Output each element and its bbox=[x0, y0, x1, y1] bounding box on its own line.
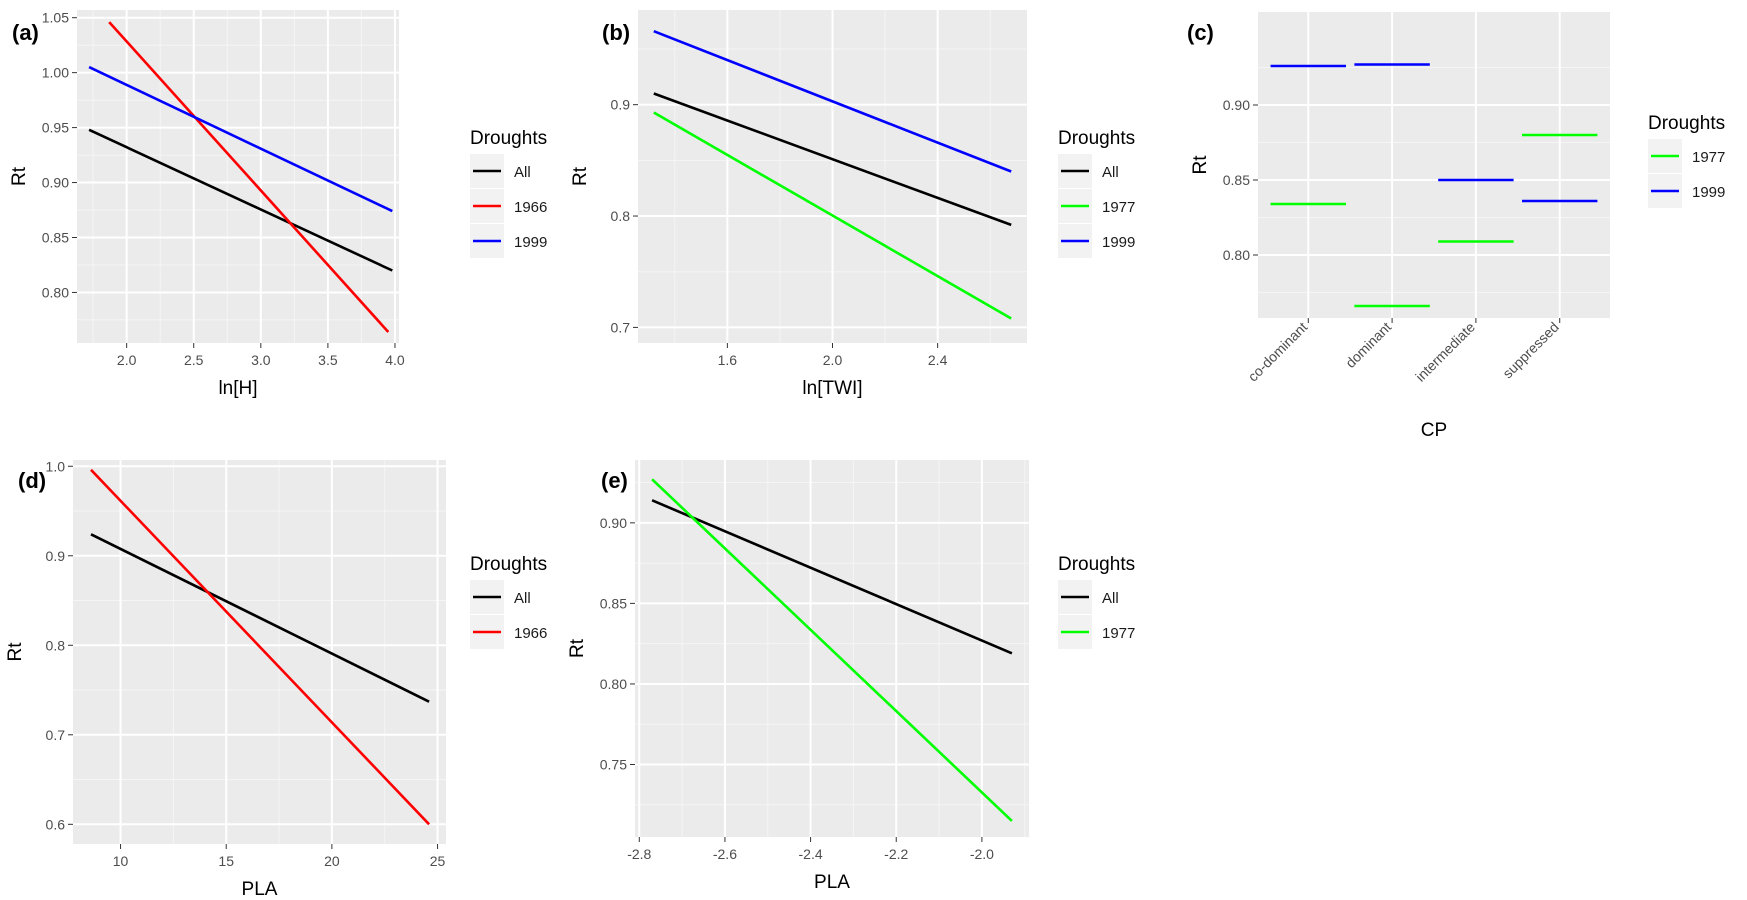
y-tick-label: 0.95 bbox=[42, 120, 69, 136]
y-tick-label: 0.85 bbox=[42, 229, 69, 245]
y-tick-label: 0.80 bbox=[600, 676, 627, 692]
y-tick-label: 0.85 bbox=[1223, 172, 1250, 188]
y-tick-label: 0.80 bbox=[1223, 247, 1250, 263]
panel-label: (d) bbox=[18, 468, 46, 493]
x-tick-label: 20 bbox=[324, 853, 340, 869]
panel-background bbox=[73, 460, 446, 844]
x-tick-label: 2.0 bbox=[823, 352, 843, 368]
y-tick-label: 0.7 bbox=[46, 727, 66, 743]
legend-label: 1999 bbox=[1692, 184, 1725, 201]
series-line bbox=[108, 21, 390, 333]
x-tick-label: -2.4 bbox=[799, 846, 823, 862]
y-axis-title: Rt bbox=[5, 642, 26, 662]
x-tick-label: 3.5 bbox=[318, 352, 338, 368]
y-tick-label: 0.7 bbox=[611, 319, 631, 335]
panel-background bbox=[77, 10, 399, 343]
x-tick-label: 2.5 bbox=[184, 352, 204, 368]
legend-label: 1977 bbox=[1102, 625, 1135, 642]
x-tick-label: 2.0 bbox=[117, 352, 137, 368]
chart-panel-3: 0.80 0.85 0.90 co-dominant dominant intermedi… bbox=[1187, 12, 1725, 441]
y-tick-label: 0.75 bbox=[600, 757, 627, 773]
y-tick-label: 1.00 bbox=[42, 65, 69, 81]
panel-label: (a) bbox=[12, 20, 39, 45]
x-axis-title: PLA bbox=[242, 879, 278, 900]
legend-title: Droughts bbox=[470, 128, 547, 149]
x-tick-label: 4.0 bbox=[385, 352, 405, 368]
series-line bbox=[90, 533, 430, 703]
y-tick-label: 0.8 bbox=[611, 208, 631, 224]
chart-panel-4: 0.6 0.7 0.8 0.9 1.0 10 15 20 25 PLA Rt (d) Droughts A… bbox=[5, 458, 547, 900]
legend: Droughts All 1966 bbox=[470, 554, 547, 649]
x-tick-label: 10 bbox=[113, 853, 129, 869]
x-tick-label: -2.0 bbox=[970, 846, 994, 862]
y-tick-label: 1.0 bbox=[46, 458, 66, 474]
x-axis-title: ln[H] bbox=[218, 378, 257, 399]
legend-label: All bbox=[1102, 164, 1119, 181]
panel-label: (e) bbox=[601, 468, 628, 493]
x-tick-label: co-dominant bbox=[1245, 319, 1311, 385]
legend: Droughts 1977 1999 bbox=[1648, 113, 1725, 208]
series-line bbox=[88, 128, 393, 272]
chart-panel-1: 0.80 0.85 0.90 0.95 1.00 1.05 2.0 2.5 3.0 3.5 4.0 l… bbox=[9, 10, 547, 399]
x-tick-label: suppressed bbox=[1499, 319, 1562, 382]
panel-background bbox=[1258, 12, 1610, 318]
legend-label: All bbox=[514, 590, 531, 607]
y-tick-label: 0.80 bbox=[42, 284, 69, 300]
y-axis-title: Rt bbox=[1190, 155, 1211, 175]
legend-label: 1966 bbox=[514, 625, 547, 642]
y-tick-label: 0.6 bbox=[46, 816, 66, 832]
y-tick-label: 1.05 bbox=[42, 10, 69, 26]
x-tick-label: 15 bbox=[218, 853, 234, 869]
x-axis-title: CP bbox=[1421, 420, 1447, 441]
legend-label: 1966 bbox=[514, 199, 547, 216]
legend-title: Droughts bbox=[470, 554, 547, 575]
x-tick-label: -2.8 bbox=[627, 846, 651, 862]
legend-label: 1977 bbox=[1102, 199, 1135, 216]
y-tick-label: 0.90 bbox=[1223, 97, 1250, 113]
legend-label: 1999 bbox=[514, 234, 547, 251]
y-tick-label: 0.8 bbox=[46, 637, 66, 653]
series-line bbox=[651, 499, 1013, 655]
x-axis-title: PLA bbox=[814, 872, 850, 893]
legend-label: 1977 bbox=[1692, 149, 1725, 166]
series-line bbox=[90, 468, 431, 826]
y-tick-label: 0.90 bbox=[600, 515, 627, 531]
y-tick-label: 0.9 bbox=[46, 548, 66, 564]
series-line bbox=[88, 65, 393, 213]
x-tick-label: -2.2 bbox=[884, 846, 908, 862]
x-tick-label: 1.6 bbox=[718, 352, 738, 368]
y-tick-label: 0.9 bbox=[611, 97, 631, 113]
x-tick-label: 25 bbox=[430, 853, 446, 869]
legend: Droughts All 1977 1999 bbox=[1058, 128, 1135, 258]
chart-panel-5: 0.75 0.80 0.85 0.90 -2.8 -2.6 -2.4 -2.2 -2.0 PLA R… bbox=[567, 460, 1135, 893]
x-tick-label: -2.6 bbox=[713, 846, 737, 862]
x-axis-title: ln[TWI] bbox=[802, 378, 862, 399]
legend-title: Droughts bbox=[1648, 113, 1725, 134]
y-tick-label: 0.85 bbox=[600, 595, 627, 611]
x-tick-label: 3.0 bbox=[251, 352, 271, 368]
x-tick-label: dominant bbox=[1342, 319, 1394, 371]
x-tick-label: intermediate bbox=[1412, 319, 1478, 385]
series-line bbox=[653, 92, 1012, 227]
series-line bbox=[651, 478, 1013, 822]
legend-title: Droughts bbox=[1058, 554, 1135, 575]
legend-label: All bbox=[1102, 590, 1119, 607]
panel-label: (c) bbox=[1187, 20, 1214, 45]
chart-panel-2: 0.7 0.8 0.9 1.6 2.0 2.4 ln[TWI] Rt (b) Droughts Al… bbox=[570, 10, 1135, 399]
panel-label: (b) bbox=[602, 20, 630, 45]
y-tick-label: 0.90 bbox=[42, 175, 69, 191]
legend: Droughts All 1966 1999 bbox=[470, 128, 547, 258]
series-line bbox=[653, 29, 1012, 173]
y-axis-title: Rt bbox=[570, 166, 591, 186]
legend-label: All bbox=[514, 164, 531, 181]
series-line bbox=[653, 111, 1012, 320]
legend-title: Droughts bbox=[1058, 128, 1135, 149]
y-axis-title: Rt bbox=[9, 166, 30, 186]
legend-label: 1999 bbox=[1102, 234, 1135, 251]
x-tick-label: 2.4 bbox=[928, 352, 948, 368]
y-axis-title: Rt bbox=[567, 638, 588, 658]
legend: Droughts All 1977 bbox=[1058, 554, 1135, 649]
